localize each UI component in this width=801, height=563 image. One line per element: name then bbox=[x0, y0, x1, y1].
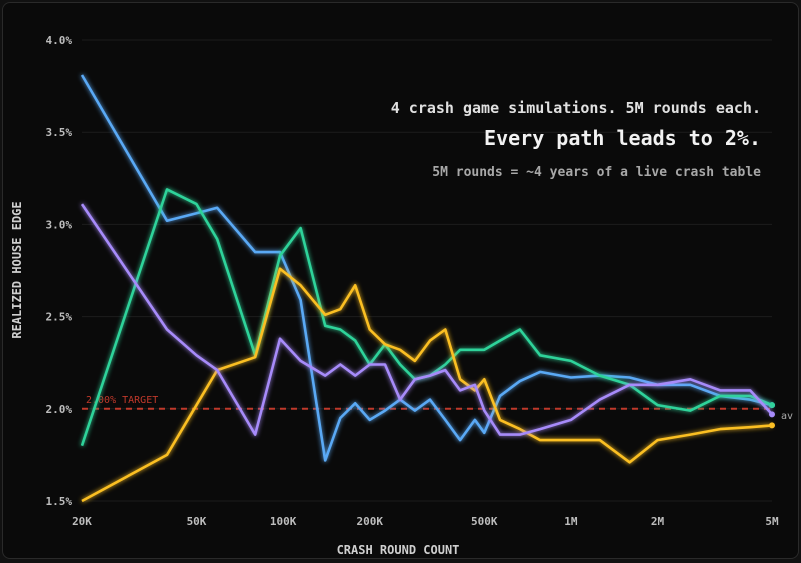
y-tick-label: 3.5% bbox=[46, 126, 73, 139]
x-tick-label: 1M bbox=[564, 515, 578, 528]
y-tick-label: 2.0% bbox=[46, 403, 73, 416]
target-group: 2.00% TARGET bbox=[82, 395, 772, 410]
x-axis-label: CRASH ROUND COUNT bbox=[337, 543, 460, 557]
x-ticks: 20K 50K 100K 200K 500K 1M 2M 5M bbox=[72, 515, 779, 528]
series-end-point-4 bbox=[769, 411, 775, 418]
series-line-4 bbox=[80, 203, 773, 436]
y-tick-label: 2.5% bbox=[46, 311, 73, 324]
series-line-1 bbox=[80, 74, 773, 462]
series-line-2 bbox=[80, 188, 773, 447]
series-end-point-2 bbox=[769, 402, 775, 409]
y-axis-label: REALIZED HOUSE EDGE bbox=[10, 201, 24, 338]
y-tick-label: 1.5% bbox=[46, 495, 73, 508]
y-tick-label: 4.0% bbox=[46, 34, 73, 47]
target-label: 2.00% TARGET bbox=[86, 395, 158, 406]
y-ticks: 1.5% 2.0% 2.5% 3.0% 3.5% 4.0% bbox=[46, 34, 73, 508]
x-tick-label: 5M bbox=[765, 515, 779, 528]
chart-subtitle: 4 crash game simulations. 5M rounds each… bbox=[391, 99, 761, 117]
y-tick-label: 3.0% bbox=[46, 218, 73, 231]
end-label: av bbox=[781, 411, 793, 422]
x-tick-label: 2M bbox=[651, 515, 665, 528]
chart-caption: 5M rounds = ~4 years of a live crash tab… bbox=[432, 165, 761, 180]
chart-title: Every path leads to 2%. bbox=[484, 126, 761, 150]
x-tick-label: 200K bbox=[356, 515, 383, 528]
series-line-3 bbox=[81, 267, 773, 503]
x-tick-label: 500K bbox=[471, 515, 498, 528]
x-tick-label: 50K bbox=[187, 515, 207, 528]
x-tick-label: 100K bbox=[270, 515, 297, 528]
series-end-point-3 bbox=[769, 422, 775, 429]
series-group bbox=[80, 74, 775, 503]
x-tick-label: 20K bbox=[72, 515, 92, 528]
